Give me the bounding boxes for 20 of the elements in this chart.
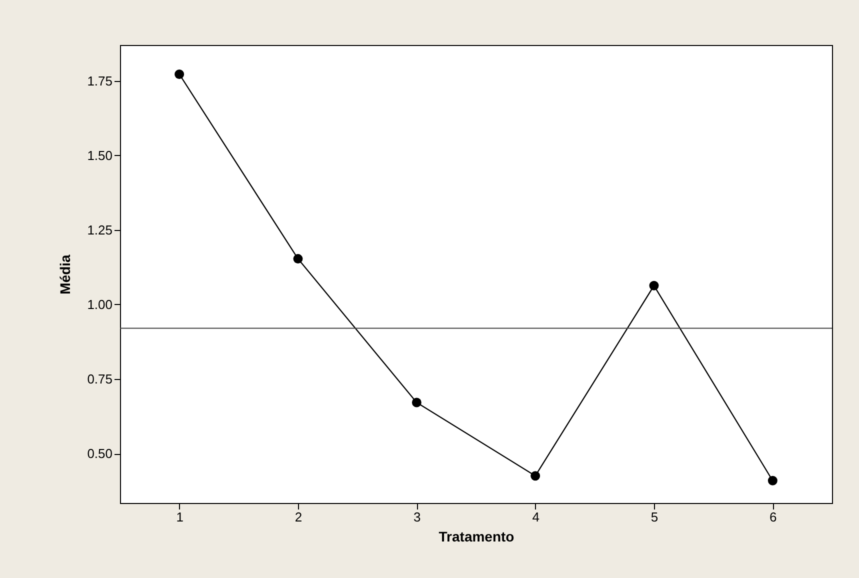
y-tick-label: 1.25	[87, 222, 112, 238]
y-tick-label: 1.00	[87, 296, 112, 312]
y-tick-label: 0.75	[87, 371, 112, 386]
x-tick-label: 4	[532, 510, 540, 524]
x-tick-label: 2	[294, 510, 302, 524]
point	[412, 398, 422, 408]
x-tick-label: 5	[650, 510, 658, 524]
y-tick-label: 1.50	[87, 148, 112, 163]
y-axis-title: Média	[57, 254, 74, 294]
point	[649, 280, 659, 290]
point	[530, 471, 540, 481]
x-tick-label: 6	[770, 510, 777, 524]
x-tick-label: 3	[414, 510, 421, 524]
x-axis-title: Tratamento	[438, 528, 514, 544]
x-tick-label: 1	[176, 510, 184, 524]
y-tick-label: 1.75	[87, 73, 112, 88]
y-tick-label: 0.50	[87, 446, 112, 462]
point	[293, 254, 303, 264]
point	[768, 476, 778, 486]
point	[174, 69, 184, 79]
